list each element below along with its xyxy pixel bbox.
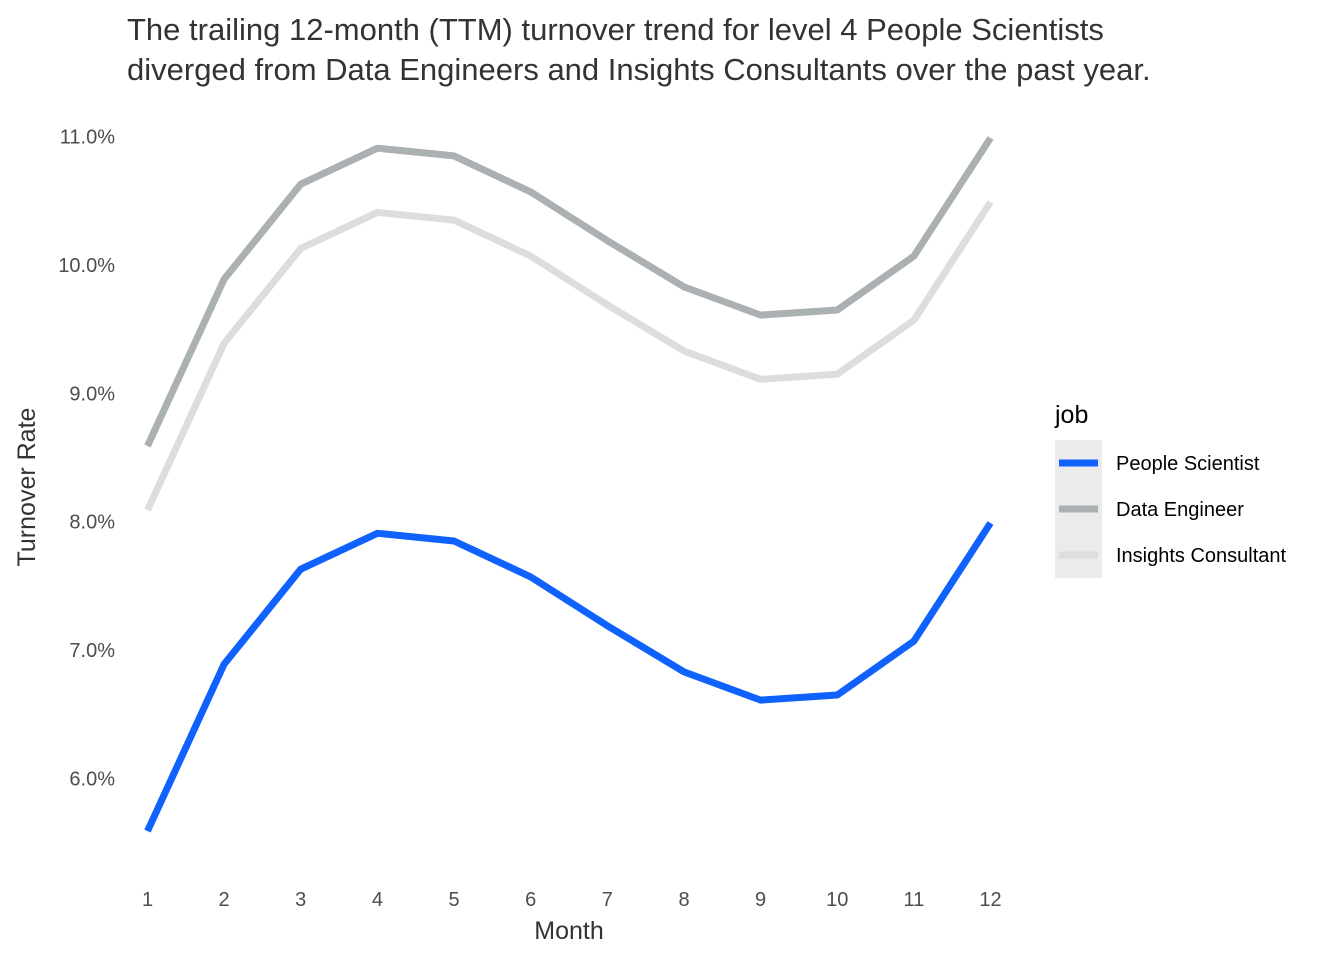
legend-label-insights-consultant: Insights Consultant (1116, 545, 1287, 567)
y-tick-label: 7.0% (69, 640, 115, 662)
x-tick-label: 10 (826, 889, 848, 911)
series-line-people-scientist (144, 521, 994, 833)
legend-label-data-engineer: Data Engineer (1116, 499, 1244, 521)
x-tick-label: 12 (979, 889, 1001, 911)
x-tick-label: 8 (678, 889, 689, 911)
x-axis-tick-labels: 1 2 3 4 5 6 7 8 9 10 11 12 (142, 889, 1002, 911)
legend-label-people-scientist: People Scientist (1116, 453, 1260, 475)
x-axis-title: Month (534, 917, 603, 945)
x-tick-label: 9 (755, 889, 766, 911)
y-tick-label: 10.0% (58, 255, 115, 277)
y-tick-label: 9.0% (69, 383, 115, 405)
x-tick-label: 6 (525, 889, 536, 911)
x-tick-label: 1 (142, 889, 153, 911)
x-tick-label: 4 (372, 889, 383, 911)
series-line-data-engineer (144, 136, 994, 448)
chart-title-line-1: The trailing 12-month (TTM) turnover tre… (127, 12, 1104, 47)
y-tick-label: 11.0% (60, 127, 115, 149)
legend: job People Scientist Data Engineer Insight… (1054, 401, 1287, 578)
y-axis-title: Turnover Rate (13, 408, 41, 567)
y-tick-label: 6.0% (69, 768, 115, 790)
x-tick-label: 2 (219, 889, 230, 911)
y-axis-tick-labels: 6.0% 7.0% 8.0% 9.0% 10.0% 11.0% (58, 127, 115, 791)
chart-title-line-2: diverged from Data Engineers and Insight… (127, 52, 1151, 87)
x-tick-label: 5 (448, 889, 459, 911)
series-lines (144, 136, 994, 833)
chart-title: The trailing 12-month (TTM) turnover tre… (127, 12, 1151, 87)
y-tick-label: 8.0% (69, 512, 115, 534)
series-line-insights-consultant (144, 200, 994, 512)
x-tick-label: 11 (904, 889, 925, 911)
legend-title: job (1054, 401, 1088, 429)
x-tick-label: 3 (295, 889, 306, 911)
legend-entries: People Scientist Data Engineer Insights Co… (1059, 453, 1287, 567)
x-tick-label: 7 (602, 889, 613, 911)
